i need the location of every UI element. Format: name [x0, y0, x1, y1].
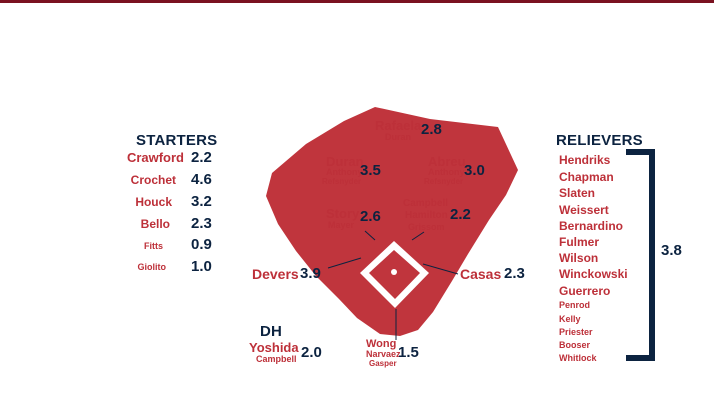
catcher-backup: Gasper — [369, 359, 397, 368]
starter-value: 4.6 — [191, 171, 212, 188]
ss-backup: Mayer — [328, 220, 355, 230]
starter-value: 1.0 — [191, 258, 212, 275]
starter-name: Crochet — [130, 173, 176, 187]
second-starter: Campbell — [403, 198, 449, 209]
reliever-name: Chapman — [559, 170, 614, 184]
starter-name: Crawford — [126, 150, 184, 165]
starter-value: 0.9 — [191, 236, 212, 253]
ss-pointer — [364, 230, 376, 241]
reliever-name: Priester — [559, 327, 593, 337]
catcher-starter: Wong — [366, 338, 397, 350]
reliever-name: Weissert — [559, 203, 609, 217]
relievers-value: 3.8 — [661, 242, 682, 259]
top-accent-bar — [0, 0, 714, 3]
reliever-name: Whitlock — [559, 353, 597, 363]
starters-header: STARTERS — [136, 132, 218, 149]
rf-starter: Abreu — [428, 154, 466, 169]
dh-backup: Campbell — [256, 354, 297, 364]
reliever-name: Fulmer — [559, 235, 600, 249]
rf-value: 3.0 — [464, 162, 485, 179]
third-starter: Devers — [252, 266, 299, 282]
ss-starter: Story — [326, 206, 360, 221]
reliever-name: Winckowski — [559, 267, 628, 281]
second-backup: Grissom — [408, 222, 445, 232]
reliever-name: Penrod — [559, 300, 591, 310]
first-pointer — [422, 263, 459, 275]
reliever-name: Bernardino — [559, 219, 624, 233]
reliever-name: Booser — [559, 340, 591, 350]
pitchers-mound — [391, 269, 397, 275]
cf-value: 2.8 — [421, 121, 442, 138]
reliever-name: Kelly — [559, 314, 581, 324]
lf-value: 3.5 — [360, 162, 381, 179]
starter-value: 3.2 — [191, 193, 212, 210]
dh-starter: Yoshida — [249, 340, 299, 355]
first-value: 2.3 — [504, 265, 525, 282]
reliever-name: Guerrero — [559, 284, 611, 298]
lf-backup: Anthony — [326, 167, 363, 177]
third-pointer — [327, 257, 362, 269]
ss-value: 2.6 — [360, 208, 381, 225]
cf-starter: Rafaela — [375, 118, 422, 133]
catcher-backup: Narvaez — [366, 349, 401, 359]
cf-backup: Duran — [385, 132, 412, 142]
reliever-name: Wilson — [559, 251, 599, 265]
lf-backup: Refsnyder — [322, 177, 362, 186]
first-starter: Casas — [460, 266, 502, 282]
starter-value: 2.3 — [191, 215, 212, 232]
rf-backup: Refsnyder — [424, 177, 464, 186]
second-pointer — [411, 231, 425, 241]
reliever-name: Slaten — [559, 186, 596, 200]
starter-name: Giolito — [137, 262, 167, 272]
relievers-bracket — [626, 149, 655, 361]
reliever-name: Hendriks — [559, 153, 611, 167]
second-value: 2.2 — [450, 206, 471, 223]
lf-starter: Duran — [326, 154, 364, 169]
catcher-value: 1.5 — [398, 344, 419, 361]
starter-name: Fitts — [144, 241, 163, 251]
outfield-grass — [266, 107, 518, 336]
third-value: 3.9 — [300, 265, 321, 282]
starter-name: Bello — [140, 217, 170, 231]
relievers-header: RELIEVERS — [556, 132, 643, 149]
starter-name: Houck — [135, 195, 172, 209]
rf-backup: Anthony — [428, 167, 465, 177]
dh-value: 2.0 — [301, 344, 322, 361]
starter-value: 2.2 — [191, 149, 212, 166]
second-backup: Hamilton — [405, 210, 448, 221]
dh-header: DH — [260, 323, 283, 340]
